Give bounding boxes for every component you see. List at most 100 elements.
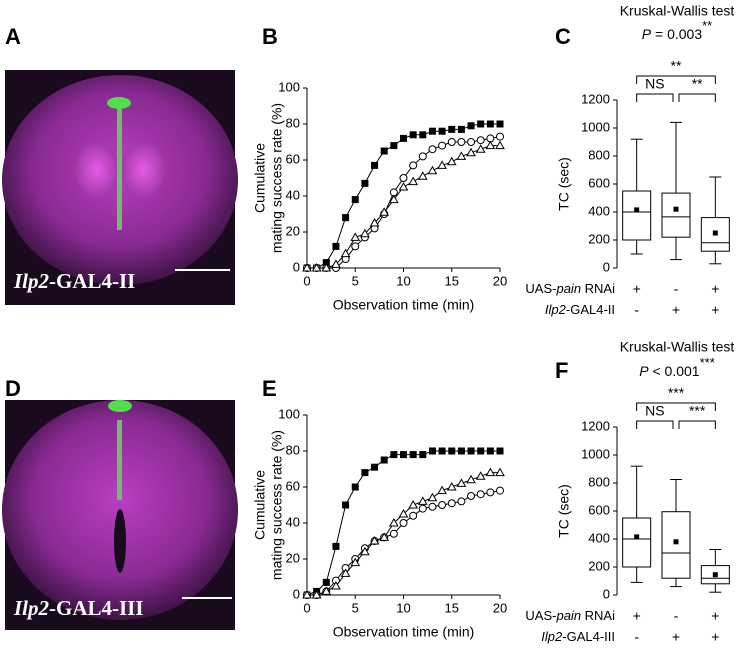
marker [302, 589, 312, 599]
image-label-italic: Ilp2 [13, 269, 50, 293]
stat-stars: ** [702, 18, 712, 33]
marker [369, 217, 380, 227]
mean [712, 572, 718, 578]
x-tick-label: 10 [396, 273, 410, 288]
panel-letter: E [262, 376, 277, 401]
significance-label: ** [692, 76, 703, 92]
marker [342, 501, 350, 509]
y-tick-label: 1200 [581, 418, 610, 433]
y-tick-label: 1000 [581, 446, 610, 461]
y-tick-label: 400 [588, 203, 610, 218]
marker [379, 532, 390, 541]
marker [448, 447, 456, 455]
significance-label: *** [668, 385, 685, 401]
y-axis-label: mating success rate (%) [269, 430, 285, 580]
mean [634, 207, 640, 213]
x-tick-label: 0 [303, 273, 310, 288]
marker [379, 207, 390, 216]
marker [417, 496, 428, 505]
marker [457, 138, 466, 146]
significance-bracket [678, 420, 716, 429]
x-tick-label: 10 [396, 600, 410, 615]
y-tick-label: 0 [603, 259, 610, 274]
x-tick-label: 0 [303, 600, 310, 615]
marker [351, 196, 359, 204]
genotype-label: UAS-pain RNAi [525, 608, 615, 623]
marker [332, 542, 340, 550]
y-tick-label: 0 [603, 586, 610, 601]
marker [438, 141, 447, 150]
genotype-suffix: -GAL4-III [562, 629, 615, 644]
marker [408, 176, 419, 186]
marker [496, 132, 504, 141]
genotype-sign: + [633, 608, 641, 624]
marker [361, 469, 369, 477]
marker [417, 171, 428, 180]
x-tick-label: 15 [445, 273, 459, 288]
marker [371, 161, 379, 169]
mean [712, 230, 718, 236]
marker [428, 127, 436, 135]
genotype-sign: - [674, 281, 679, 297]
stat-stars: *** [700, 355, 715, 370]
panel-letter: D [5, 376, 21, 401]
marker [361, 179, 369, 187]
y-tick-label: 20 [286, 550, 300, 565]
marker [409, 161, 418, 170]
image-label-italic: Ilp2 [13, 596, 50, 620]
stat-rest: = 0.003 [651, 26, 702, 42]
marker [495, 467, 505, 477]
marker [496, 486, 504, 495]
panel-letter: B [262, 24, 278, 49]
marker [398, 181, 409, 191]
marker [477, 120, 485, 128]
genotype-label: Ilp2-GAL4-II [545, 302, 615, 317]
marker [419, 451, 427, 459]
marker [390, 142, 398, 150]
marker [332, 242, 340, 250]
marker [437, 485, 447, 495]
marker [322, 578, 330, 586]
marker [351, 483, 359, 491]
marker [389, 529, 398, 538]
marker [476, 136, 485, 145]
panel-letter: A [5, 24, 21, 49]
genotype-prefix: UAS- [525, 281, 556, 296]
stat-italic: P [642, 26, 652, 42]
marker [486, 488, 495, 497]
x-tick-label: 5 [352, 273, 359, 288]
mean [673, 539, 679, 545]
y-tick-label: 100 [278, 406, 300, 421]
significance-label: ** [671, 58, 682, 74]
marker [475, 471, 486, 480]
x-axis-label: Observation time (min) [333, 297, 475, 313]
marker [438, 447, 446, 455]
marker [446, 481, 457, 491]
y-tick-label: 200 [588, 558, 610, 573]
marker [456, 151, 467, 160]
genotype-sign: + [672, 302, 680, 318]
marker [437, 160, 447, 169]
marker [350, 557, 361, 567]
x-tick-label: 20 [493, 273, 507, 288]
significance-label: NS [645, 403, 664, 419]
x-axis-label: Observation time (min) [333, 624, 475, 640]
genotype-label: Ilp2-GAL4-III [541, 629, 615, 644]
stat-value: P = 0.003** [642, 18, 712, 41]
marker [369, 535, 380, 545]
marker [409, 451, 417, 459]
y-axis-label: mating success rate (%) [269, 103, 285, 253]
significance-bracket [636, 93, 674, 102]
genotype-italic: pain [555, 608, 581, 623]
marker [388, 194, 399, 204]
image-label: Ilp2-GAL4-II [13, 269, 135, 293]
marker [496, 447, 504, 455]
genotype-sign: + [711, 281, 719, 297]
marker [427, 492, 438, 502]
marker [360, 546, 370, 556]
image-label: Ilp2-GAL4-III [13, 596, 144, 620]
marker [371, 463, 379, 471]
marker [400, 134, 407, 142]
marker [467, 138, 476, 146]
y-tick-label: 40 [286, 514, 300, 529]
